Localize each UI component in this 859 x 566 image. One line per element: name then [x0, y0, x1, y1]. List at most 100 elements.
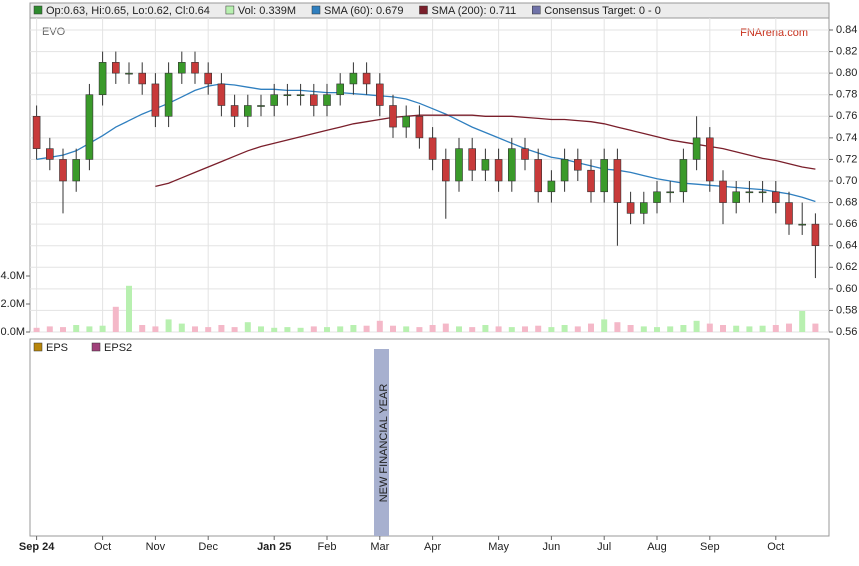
x-tick-label: Feb [318, 541, 337, 553]
candle-body [296, 94, 305, 97]
volume-bar [442, 323, 449, 332]
volume-bar [178, 323, 185, 332]
candle-body [732, 191, 741, 203]
volume-bar [640, 326, 647, 332]
candle-body [468, 148, 477, 171]
candle-body [771, 191, 780, 203]
volume-bar [574, 326, 581, 332]
volume-bar [561, 325, 568, 332]
volume-bar [363, 325, 370, 332]
volume-bar [706, 323, 713, 332]
legend-label: Consensus Target: 0 - 0 [544, 5, 661, 17]
volume-bar [469, 327, 476, 332]
volume-bar [667, 326, 674, 332]
x-tick-label: Sep [700, 541, 720, 553]
candle-body [587, 169, 595, 193]
volume-bar [284, 327, 291, 332]
x-tick-label: Oct [767, 541, 784, 553]
volume-bar [350, 325, 357, 332]
volume-bar [73, 325, 80, 332]
y-tick-label: 0.64 [836, 240, 857, 252]
candle-body [481, 159, 490, 171]
candle-body [455, 148, 463, 182]
candle-body [507, 148, 516, 182]
candle-body [72, 159, 80, 182]
candle-body [560, 159, 569, 182]
candle-body [719, 180, 727, 203]
y-tick-label: 0.78 [836, 89, 857, 101]
volume-bar [112, 306, 119, 332]
annotation-band [374, 349, 389, 536]
volume-bar [139, 325, 146, 332]
annotation: NEW FINANCIAL YEAR [378, 384, 390, 503]
volume-bar [60, 327, 66, 332]
candle-body [534, 159, 543, 193]
candle-body [32, 115, 41, 149]
y-tick-label: 0.80 [836, 67, 857, 79]
volume-bar [759, 325, 766, 332]
volume-bar [337, 326, 344, 332]
volume-bar [165, 319, 172, 332]
legend-swatch [33, 342, 43, 352]
x-tick-label: Aug [647, 541, 667, 553]
x-tick-label: Jul [597, 541, 611, 553]
volume-bar [456, 326, 462, 332]
candle-body [692, 137, 701, 160]
y-tick-label: 0.72 [836, 153, 857, 165]
volume-bar [416, 327, 423, 332]
candle-body [705, 137, 714, 182]
volume-bar [746, 326, 753, 332]
vol-tick-label: 0.0M [1, 326, 25, 338]
volume-bar [99, 325, 106, 332]
y-tick-label: 0.82 [836, 45, 857, 57]
volume-bar [693, 320, 700, 332]
volume-bar [627, 325, 634, 332]
x-tick-label: Jun [543, 541, 561, 553]
y-tick-label: 0.60 [836, 283, 857, 295]
ticker: EVO [42, 26, 66, 38]
volume-bar [297, 327, 304, 332]
x-tick-label: Mar [370, 541, 389, 553]
volume-bar [601, 319, 608, 332]
candle-body [679, 159, 688, 193]
candle-body [323, 94, 331, 106]
volume-bar [535, 325, 542, 332]
candle-body [811, 223, 820, 247]
volume-bar [324, 327, 330, 332]
volume-bar [482, 325, 489, 332]
volume-bar [192, 326, 198, 332]
volume-bar [720, 325, 726, 332]
candle-body [494, 159, 503, 182]
y-tick-label: 0.66 [836, 218, 857, 230]
candle-body [415, 115, 424, 139]
x-tick-label: Nov [146, 541, 166, 553]
x-tick-label: Apr [424, 541, 441, 553]
y-tick-label: 0.56 [836, 326, 857, 338]
candle-body [441, 159, 450, 182]
y-tick-label: 0.76 [836, 110, 857, 122]
candle-body [573, 159, 582, 171]
vol-tick-label: 4.0M [1, 270, 25, 282]
volume-bar [812, 323, 819, 332]
candle-body [362, 72, 371, 85]
candle-body [626, 202, 635, 214]
legend-swatch [419, 5, 428, 15]
y-tick-label: 0.70 [836, 175, 857, 187]
volume-bar [152, 326, 159, 332]
volume-bar [403, 326, 410, 332]
volume-bar [310, 326, 317, 332]
candle-body [402, 115, 411, 128]
candle-body [375, 83, 384, 106]
volume-bar [548, 327, 555, 332]
volume-bar [799, 311, 806, 332]
candle-body [112, 62, 120, 74]
candle-body [521, 148, 529, 160]
volume-bar [218, 325, 225, 332]
candle-body [178, 62, 186, 74]
volume-bar [786, 323, 792, 332]
legend-swatch [532, 5, 541, 15]
volume-bar [258, 326, 264, 332]
candle-body [45, 148, 54, 160]
sma-line [155, 114, 816, 188]
